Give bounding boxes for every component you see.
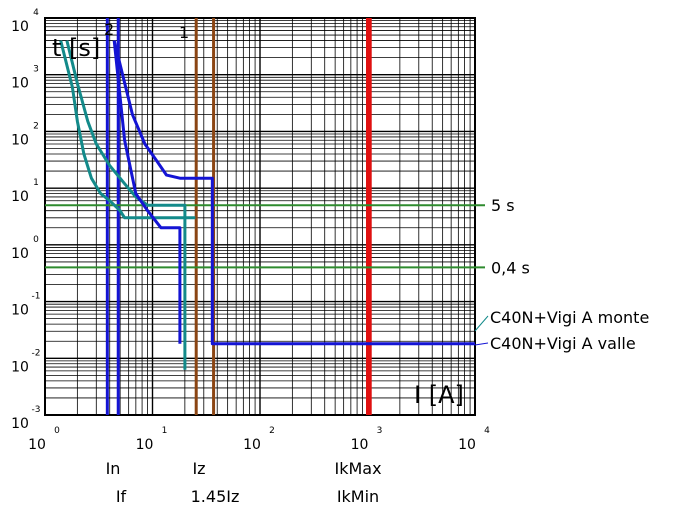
y-tick-exponent: -2 <box>32 348 41 358</box>
legend-leader <box>474 315 489 332</box>
y-tick-exponent: -3 <box>32 405 41 415</box>
bottom-label-row2: IkMin <box>337 487 379 506</box>
bottom-label-row1: In <box>106 459 121 478</box>
y-tick-label: 10 <box>11 76 29 92</box>
y-tick-label: 10 <box>11 246 29 262</box>
legend-leader <box>474 342 489 346</box>
series-line <box>65 40 187 370</box>
series-line <box>59 40 196 220</box>
curve-id-label: 1 <box>179 23 189 42</box>
plot-area: 5 s 0,4 s 1 2 C40N+Vigi A monte C40N+Vigi A v… <box>45 18 649 415</box>
x-tick-label: 10 <box>351 437 369 453</box>
x-tick-exponent: 0 <box>54 426 60 436</box>
legend-label: C40N+Vigi A valle <box>490 334 636 353</box>
plot-frame <box>44 17 476 416</box>
y-tick-exponent: -1 <box>32 292 41 302</box>
y-axis-label: t [s] <box>52 34 100 62</box>
grid <box>44 17 476 416</box>
x-tick-exponent: 1 <box>162 426 168 436</box>
x-tick-label: 10 <box>458 437 476 453</box>
x-axis-label: I [A] <box>414 381 464 409</box>
x-tick-label: 10 <box>28 437 46 453</box>
x-tick-exponent: 2 <box>269 426 275 436</box>
x-tick-label: 10 <box>136 437 154 453</box>
axis-labels: 10010110210310410-310-210-11001011021031… <box>11 8 490 453</box>
bottom-label-row1: IkMax <box>334 459 381 478</box>
x-tick-exponent: 3 <box>377 426 383 436</box>
y-tick-exponent: 4 <box>33 8 39 18</box>
y-tick-label: 10 <box>11 19 29 35</box>
bottom-label-row1: Iz <box>192 459 205 478</box>
y-tick-label: 10 <box>11 189 29 205</box>
y-tick-exponent: 2 <box>33 121 39 131</box>
bottom-label-row2: If <box>116 487 127 506</box>
series-line <box>112 40 475 346</box>
y-tick-label: 10 <box>11 132 29 148</box>
legend-label: C40N+Vigi A monte <box>490 308 649 327</box>
y-tick-exponent: 0 <box>33 235 39 245</box>
reference-line-label: 0,4 s <box>491 258 530 277</box>
x-tick-exponent: 4 <box>484 426 490 436</box>
curve-id-label: 2 <box>104 20 114 39</box>
series-line <box>112 40 182 344</box>
y-tick-label: 10 <box>11 303 29 319</box>
y-tick-exponent: 1 <box>33 178 39 188</box>
reference-line-label: 5 s <box>491 196 515 215</box>
y-tick-label: 10 <box>11 416 29 432</box>
y-tick-exponent: 3 <box>33 65 39 75</box>
bottom-label-row2: 1.45Iz <box>191 487 240 506</box>
x-tick-label: 10 <box>243 437 261 453</box>
bottom-markers: In Iz IkMax If 1.45Iz IkMin <box>106 459 382 506</box>
y-tick-label: 10 <box>11 359 29 375</box>
